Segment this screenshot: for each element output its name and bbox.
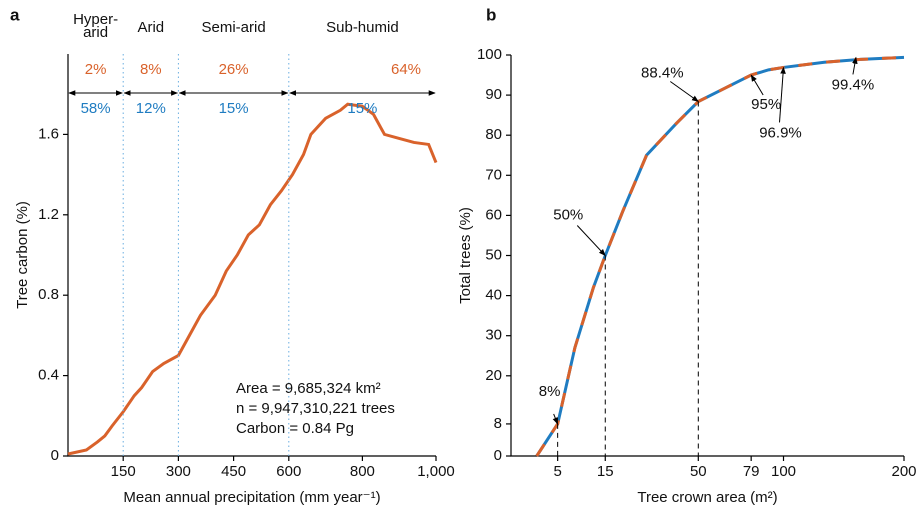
zone-share: 2% [85, 61, 107, 78]
annotation-arrow [576, 225, 606, 257]
x-tick-label: 1,000 [417, 463, 455, 480]
y-tick-label: 90 [485, 86, 502, 103]
annotation-arrow [750, 74, 764, 96]
zone-share: 15% [219, 100, 249, 117]
x-tick-label: 600 [276, 463, 301, 480]
zone-name: Hyper- [73, 11, 118, 28]
annotation-arrow [852, 56, 858, 75]
annotation: 50% [553, 206, 583, 223]
axes [510, 55, 904, 457]
annotation: 96.9% [759, 124, 802, 141]
y-tick-label: 60 [485, 206, 502, 223]
x-tick-label: 79 [743, 463, 760, 480]
x-tick-label: 300 [166, 463, 191, 480]
y-tick-label: 40 [485, 287, 502, 304]
zone-name: Sub-humid [326, 19, 399, 36]
y-tick-label: 0 [494, 447, 502, 464]
panel-label: a [10, 5, 20, 24]
x-tick-label: 15 [597, 463, 614, 480]
y-tick-label: 50 [485, 246, 502, 263]
y-axis-title: Total trees (%) [457, 207, 474, 304]
x-axis-title: Tree crown area (m²) [637, 489, 777, 506]
y-tick-label: 0.8 [38, 286, 59, 303]
annotation: 88.4% [641, 64, 684, 81]
zone-share: 8% [140, 61, 162, 78]
x-tick-label: 200 [891, 463, 916, 480]
zone-name: arid [83, 24, 108, 41]
y-tick-label: 0 [51, 447, 59, 464]
y-tick-label: 30 [485, 327, 502, 344]
x-tick-label: 50 [690, 463, 707, 480]
annotation: Carbon = 0.84 Pg [236, 420, 354, 437]
annotation: 99.4% [832, 76, 875, 93]
zone-share: 26% [219, 61, 249, 78]
data-line [535, 55, 905, 457]
annotation: n = 9,947,310,221 trees [236, 400, 395, 417]
annotation: 95% [751, 96, 781, 113]
zone-share: 12% [136, 100, 166, 117]
annotation-arrow [779, 66, 786, 123]
y-tick-label: 100 [477, 46, 502, 63]
x-tick-label: 800 [350, 463, 375, 480]
x-tick-label: 5 [553, 463, 561, 480]
x-tick-label: 100 [771, 463, 796, 480]
data-line-dash [535, 55, 905, 457]
y-tick-label: 1.6 [38, 125, 59, 142]
y-axis-title: Tree carbon (%) [14, 201, 31, 309]
y-tick-label: 0.4 [38, 367, 59, 384]
annotation-arrow [670, 81, 699, 102]
zone-name: Arid [137, 19, 164, 36]
y-tick-label: 70 [485, 166, 502, 183]
data-line [67, 102, 438, 456]
y-tick-label: 80 [485, 126, 502, 143]
zone-share: 15% [347, 100, 377, 117]
zone-share: 58% [81, 100, 111, 117]
y-tick-label: 8 [494, 415, 502, 432]
y-tick-label: 20 [485, 367, 502, 384]
annotation-arrow [552, 413, 559, 425]
x-tick-label: 150 [111, 463, 136, 480]
y-tick-label: 1.2 [38, 206, 59, 223]
x-tick-label: 450 [221, 463, 246, 480]
zone-name: Semi-arid [202, 19, 266, 36]
panel-label: b [486, 5, 496, 24]
zone-share: 64% [391, 61, 421, 78]
x-axis-title: Mean annual precipitation (mm year⁻¹) [123, 489, 380, 506]
annotation: 8% [539, 383, 561, 400]
annotation: Area = 9,685,324 km² [236, 380, 381, 397]
